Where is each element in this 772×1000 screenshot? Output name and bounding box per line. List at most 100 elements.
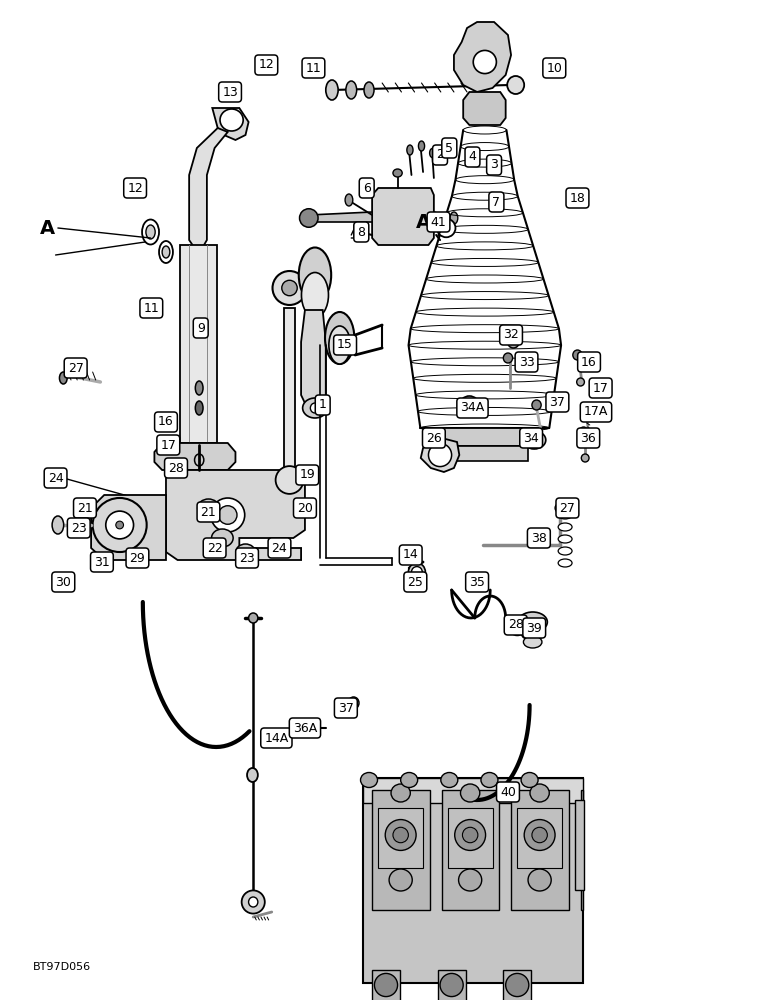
Text: 17: 17 xyxy=(593,381,608,394)
Text: 35: 35 xyxy=(469,575,485,588)
Text: 21: 21 xyxy=(77,502,93,514)
Ellipse shape xyxy=(299,247,331,302)
Text: 27: 27 xyxy=(560,502,575,514)
Ellipse shape xyxy=(325,312,354,364)
Text: 11: 11 xyxy=(306,62,321,75)
Ellipse shape xyxy=(326,80,338,100)
Ellipse shape xyxy=(573,350,582,360)
Ellipse shape xyxy=(198,499,219,517)
Text: 34A: 34A xyxy=(460,401,485,414)
Bar xyxy=(442,446,528,461)
Text: 16: 16 xyxy=(158,415,174,428)
Text: 14: 14 xyxy=(403,548,418,562)
Text: 37: 37 xyxy=(338,702,354,714)
Bar xyxy=(581,790,583,910)
Text: 19: 19 xyxy=(300,468,315,482)
Text: 34: 34 xyxy=(523,432,539,444)
Ellipse shape xyxy=(558,511,572,519)
Ellipse shape xyxy=(407,145,413,155)
Ellipse shape xyxy=(212,529,233,547)
Text: A: A xyxy=(40,219,56,237)
Polygon shape xyxy=(421,438,459,472)
Ellipse shape xyxy=(247,768,258,782)
Ellipse shape xyxy=(523,431,546,449)
Ellipse shape xyxy=(348,697,359,709)
Text: 28: 28 xyxy=(168,462,184,475)
Ellipse shape xyxy=(441,772,458,788)
Bar xyxy=(372,970,400,1000)
Ellipse shape xyxy=(59,372,67,384)
Text: 6: 6 xyxy=(363,182,371,194)
Ellipse shape xyxy=(310,403,320,413)
Ellipse shape xyxy=(459,869,482,891)
Bar xyxy=(180,245,217,443)
Circle shape xyxy=(428,443,452,467)
Ellipse shape xyxy=(393,169,402,177)
Bar xyxy=(517,808,562,868)
Ellipse shape xyxy=(269,540,284,556)
Ellipse shape xyxy=(503,353,513,363)
Ellipse shape xyxy=(532,400,541,410)
Circle shape xyxy=(276,466,303,494)
Circle shape xyxy=(437,219,455,237)
Polygon shape xyxy=(454,22,511,92)
Bar xyxy=(511,790,569,910)
Ellipse shape xyxy=(301,272,329,317)
Circle shape xyxy=(463,399,476,411)
Ellipse shape xyxy=(430,148,435,157)
Ellipse shape xyxy=(530,784,549,802)
Text: BT97D056: BT97D056 xyxy=(32,962,90,972)
Text: 36: 36 xyxy=(581,432,596,444)
Polygon shape xyxy=(463,92,506,125)
Text: 41: 41 xyxy=(431,216,446,229)
Bar xyxy=(448,808,493,868)
Ellipse shape xyxy=(579,427,588,437)
Ellipse shape xyxy=(345,194,353,206)
Ellipse shape xyxy=(460,396,479,414)
Circle shape xyxy=(116,521,124,529)
Ellipse shape xyxy=(346,81,357,99)
Ellipse shape xyxy=(72,522,80,534)
Polygon shape xyxy=(309,212,372,222)
Circle shape xyxy=(273,271,306,305)
Ellipse shape xyxy=(460,784,479,802)
Ellipse shape xyxy=(162,246,170,258)
Text: 28: 28 xyxy=(508,618,523,632)
Ellipse shape xyxy=(308,723,316,733)
Text: 7: 7 xyxy=(493,196,500,209)
Ellipse shape xyxy=(450,212,458,224)
Circle shape xyxy=(106,511,134,539)
Ellipse shape xyxy=(52,516,63,534)
Text: 17: 17 xyxy=(161,439,176,452)
Ellipse shape xyxy=(408,563,425,581)
Circle shape xyxy=(374,973,398,997)
Text: 18: 18 xyxy=(570,192,585,205)
Ellipse shape xyxy=(528,869,551,891)
Ellipse shape xyxy=(558,523,572,531)
Circle shape xyxy=(473,50,496,74)
Ellipse shape xyxy=(220,109,243,131)
Bar xyxy=(503,970,531,1000)
Ellipse shape xyxy=(508,336,519,348)
Text: 15: 15 xyxy=(337,338,353,352)
Text: 24: 24 xyxy=(48,472,63,485)
Text: 33: 33 xyxy=(519,356,534,368)
Ellipse shape xyxy=(361,772,378,788)
Bar xyxy=(575,800,584,890)
Text: 3: 3 xyxy=(490,158,498,172)
Bar xyxy=(363,778,583,803)
Ellipse shape xyxy=(401,772,418,788)
Ellipse shape xyxy=(249,897,258,907)
Ellipse shape xyxy=(329,326,350,364)
Text: 23: 23 xyxy=(239,552,255,564)
Circle shape xyxy=(524,820,555,850)
Circle shape xyxy=(411,567,422,577)
Ellipse shape xyxy=(195,454,204,466)
Text: 24: 24 xyxy=(272,542,287,554)
Polygon shape xyxy=(166,470,305,560)
Polygon shape xyxy=(91,495,166,560)
Text: 12: 12 xyxy=(127,182,143,194)
Circle shape xyxy=(385,820,416,850)
Text: 10: 10 xyxy=(547,62,562,75)
Text: 26: 26 xyxy=(426,432,442,444)
